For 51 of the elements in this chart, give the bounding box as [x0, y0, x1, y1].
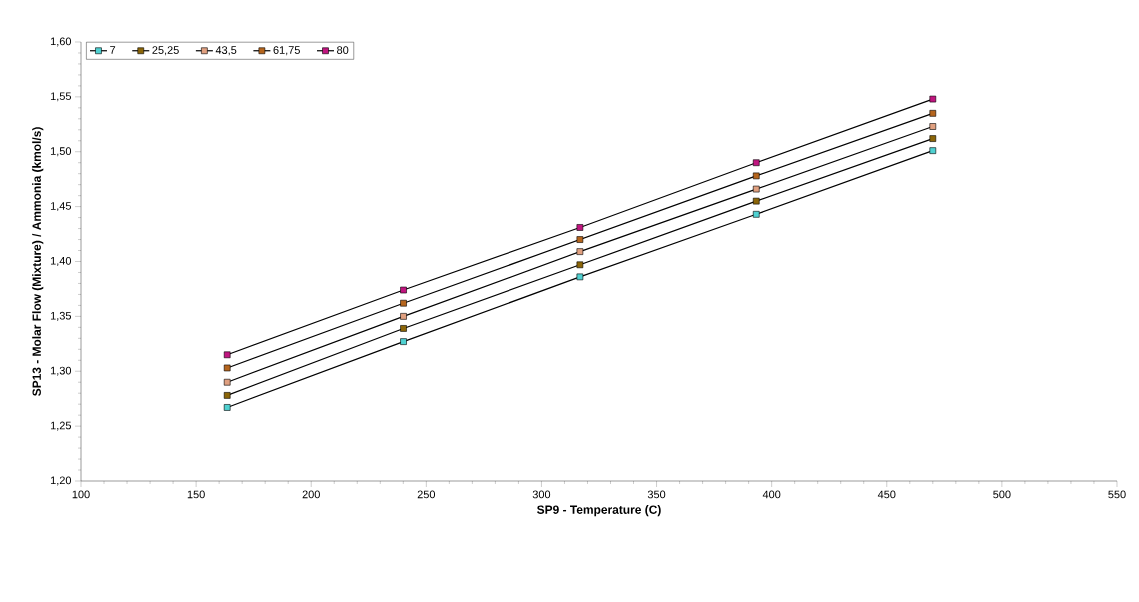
- point: [400, 325, 407, 332]
- legend-label: 80: [337, 46, 349, 54]
- y-tick-label: 1,35: [50, 311, 72, 321]
- y-tick-label: 1,60: [50, 37, 72, 47]
- point: [223, 392, 231, 399]
- point: [223, 378, 231, 386]
- legend-label: 61,75: [273, 46, 300, 56]
- point: [929, 123, 937, 130]
- x-tick-label: 350: [647, 490, 666, 499]
- point: [223, 364, 231, 372]
- point: [576, 224, 584, 231]
- y-tick-label: 1,30: [50, 366, 72, 376]
- point: [400, 299, 407, 307]
- legend-label: 25,25: [152, 46, 179, 56]
- point: [576, 261, 584, 269]
- x-tick-label: 250: [417, 490, 436, 499]
- point: [752, 211, 760, 218]
- x-tick-label: 500: [993, 490, 1011, 499]
- x-tick-label: 400: [762, 490, 781, 499]
- point: [576, 236, 584, 243]
- x-tick-label: 150: [187, 490, 205, 499]
- point: [576, 248, 584, 255]
- y-tick-label: 1,25: [50, 421, 72, 431]
- point: [929, 95, 937, 103]
- x-tick-label: 200: [302, 490, 320, 499]
- point: [400, 286, 407, 294]
- point: [752, 185, 760, 193]
- x-axis-title: SP9 - Temperature (C): [537, 505, 661, 517]
- x-tick-label: 300: [532, 490, 551, 499]
- point: [400, 313, 407, 320]
- y-tick-label: 1,40: [50, 256, 72, 267]
- y-axis-title: SP13 - Molar Flow (Mixture) / Ammonia (kmol/s): [32, 127, 44, 396]
- point: [400, 338, 407, 345]
- legend-label: 43,5: [215, 46, 237, 56]
- legend-label: 7: [110, 46, 116, 54]
- y-tick-label: 1,20: [50, 476, 72, 486]
- point: [752, 172, 760, 180]
- y-tick-label: 1,55: [50, 92, 72, 102]
- point: [223, 351, 231, 359]
- point: [929, 135, 937, 142]
- point: [929, 147, 937, 154]
- point: [929, 110, 937, 117]
- y-tick-label: 1,50: [50, 147, 72, 157]
- point: [752, 197, 760, 205]
- x-tick-label: 450: [877, 490, 896, 499]
- x-tick-label: 100: [72, 490, 90, 499]
- x-tick-label: 550: [1108, 490, 1126, 499]
- point: [223, 404, 231, 411]
- point: [752, 159, 760, 167]
- point: [576, 273, 584, 281]
- y-tick-label: 1,45: [50, 202, 72, 212]
